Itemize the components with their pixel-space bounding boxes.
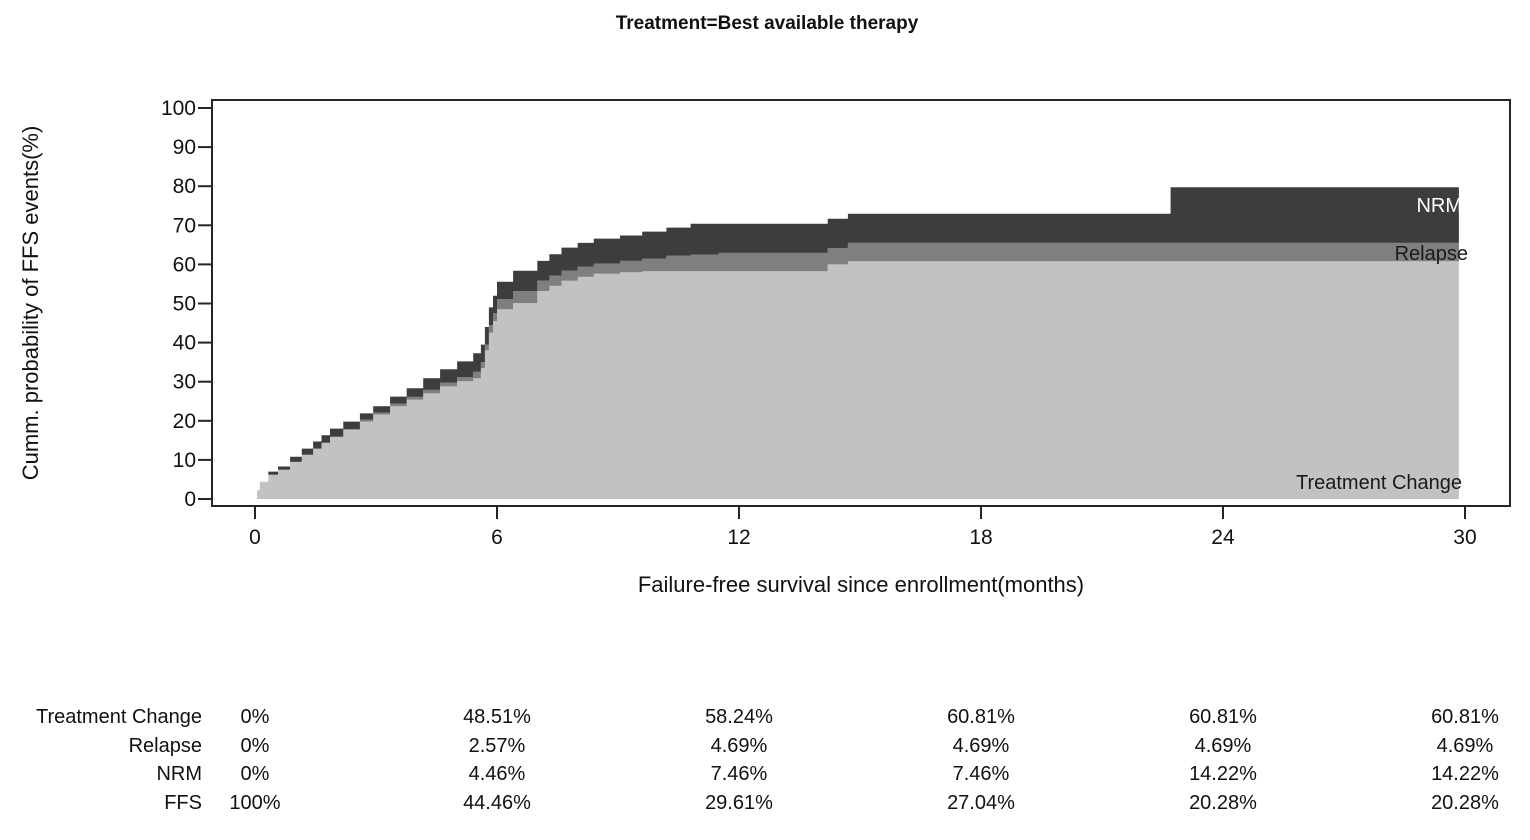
y-axis-tick-label: 0: [184, 488, 196, 511]
y-axis-tick-label: 80: [173, 175, 196, 198]
chart-title: Treatment=Best available therapy: [615, 13, 919, 34]
table-cell: 4.69%: [710, 734, 768, 757]
x-axis-label: Failure-free survival since enrollment(m…: [638, 572, 1084, 597]
table-row-label: Relapse: [128, 734, 202, 757]
y-axis-tick-label: 70: [173, 214, 196, 237]
x-axis-tick-label: 0: [249, 526, 261, 549]
area-nrm: [257, 187, 1459, 491]
table-cell: 27.04%: [947, 791, 1015, 814]
table-cell: 60.81%: [947, 706, 1015, 728]
table-cell: 4.69%: [952, 734, 1010, 757]
table-cell: 7.46%: [952, 763, 1010, 785]
y-axis-tick-label: 40: [173, 332, 196, 355]
table-cell: 58.24%: [705, 706, 773, 728]
series-labels: Treatment Change Relapse NRM: [1296, 195, 1468, 494]
series-label-relapse: Relapse: [1395, 243, 1468, 265]
x-axis-tick-label: 6: [491, 526, 503, 549]
table-row-label: FFS: [164, 791, 202, 814]
table-cell: 100%: [229, 791, 281, 814]
table-cell: 2.57%: [468, 734, 526, 757]
table-cell: 0%: [240, 734, 270, 757]
y-axis-tick-label: 10: [173, 449, 196, 472]
x-axis-tick-label: 30: [1453, 526, 1476, 549]
table-row-label: Treatment Change: [35, 706, 202, 728]
x-axis-ticks: 0 6 12 18 24 30: [249, 507, 1477, 549]
x-axis-tick-label: 18: [969, 526, 992, 549]
y-axis-tick-label: 30: [173, 371, 196, 394]
plot-frame: [211, 99, 1511, 507]
table-cell: 48.51%: [463, 706, 531, 728]
table-cell: 4.69%: [1194, 734, 1252, 757]
y-axis-ticks: 0 10 20 30 40 50 60 70 80 90 100: [161, 97, 211, 511]
table-cell: 14.22%: [1189, 763, 1257, 785]
table-cell: 14.22%: [1431, 763, 1499, 785]
series-label-treatment-change: Treatment Change: [1296, 472, 1462, 494]
table-cell: 4.69%: [1436, 734, 1494, 757]
y-axis-tick-label: 60: [173, 253, 196, 276]
y-axis-tick-label: 20: [173, 410, 196, 433]
table-cell: 29.61%: [705, 791, 773, 814]
table-cell: 7.46%: [710, 763, 768, 785]
table-cell: 60.81%: [1431, 706, 1499, 728]
table-cell: 0%: [240, 763, 270, 785]
table-row-label: NRM: [156, 763, 202, 785]
table-cell: 60.81%: [1189, 706, 1257, 728]
table-cell: 0%: [240, 706, 270, 728]
x-axis-tick-label: 24: [1211, 526, 1235, 549]
y-axis-label: Cumm. probability of FFS events(%): [18, 126, 43, 481]
table-cell: 20.28%: [1431, 791, 1499, 814]
table-cell: 4.46%: [468, 763, 526, 785]
x-axis-tick-label: 12: [727, 526, 750, 549]
table-cell: 20.28%: [1189, 791, 1257, 814]
table-cell: 44.46%: [463, 791, 531, 814]
area-treatment-change: [257, 261, 1459, 499]
y-axis-tick-label: 90: [173, 136, 196, 159]
chart-svg: 0 10 20 30 40 50 60 70 80 90 100 0 6 12 18 24 30 Treatm…: [18, 97, 1511, 597]
y-axis-tick-label: 50: [173, 293, 196, 316]
series-label-nrm: NRM: [1416, 195, 1462, 217]
stacked-areas: [257, 187, 1459, 499]
y-axis-tick-label: 100: [161, 97, 196, 120]
